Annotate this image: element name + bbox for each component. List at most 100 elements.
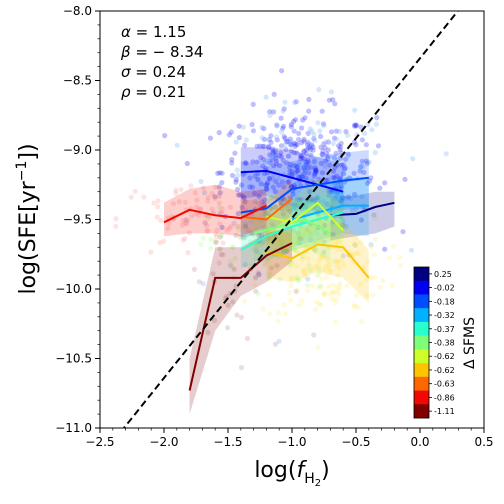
scatter-point [274,137,280,143]
scatter-point [321,291,327,298]
colorbar: 0.25 -0.02 -0.18 -0.32 -0.37 -0.38 -0.62 -0.62 -… [413,266,455,419]
scatter-point [283,139,290,145]
scatter-point [185,217,191,224]
scatter-point [335,143,342,149]
scatter-point [320,198,326,204]
scatter-point [293,141,299,147]
scatter-point [252,190,258,196]
scatter-point [260,143,266,149]
scatter-point [297,200,303,206]
scatter-point [273,161,279,167]
y-axis: −11.0 −10.5 −10.0 −9.5 −9.0 −8.5 −8.0 [55,4,100,435]
series-band [266,219,369,303]
scatter-point [339,222,346,228]
scatter-point [300,267,306,273]
scatter-point [285,260,291,266]
scatter-point [208,246,214,252]
x-tick-label: 0.0 [410,435,429,449]
scatter-point [323,255,329,261]
scatter-point [368,242,374,248]
scatter-point [248,218,254,225]
scatter-point [272,233,278,239]
scatter-point [229,244,235,250]
scatter-point [230,244,237,250]
scatter-point [258,154,264,160]
scatter-point [366,159,372,165]
scatter-point [292,100,298,106]
x-tick-label: 0.5 [474,435,493,449]
scatter-point [257,189,263,195]
scatter-point [205,228,211,234]
scatter-point [276,175,282,181]
scatter-point [327,162,333,168]
scatter-point [202,190,208,196]
scatter-point [353,206,359,212]
scatter-point [307,142,313,148]
scatter-point [238,365,245,371]
colorbar-bin [414,363,429,378]
scatter-point [306,236,313,242]
scatter-point [278,154,284,160]
scatter-point [328,89,334,95]
x-tick-label: −1.5 [213,435,242,449]
scatter-point [318,133,324,140]
series-band [330,191,395,241]
scatter-point [307,267,313,274]
scatter-point [368,244,374,250]
scatter-point [302,115,308,121]
scatter-point [321,239,327,245]
scatter-point [293,248,299,254]
scatter-point [191,266,197,272]
scatter-point [288,283,294,289]
scatter-point [238,314,244,320]
scatter-point [253,248,260,254]
scatter-point [302,271,308,277]
scatter-point [161,238,167,244]
scatter-point [325,139,331,145]
annotation-text: ρ = 0.21 [121,83,186,101]
scatter-point [311,197,317,203]
scatter-point [318,160,324,166]
scatter-point [235,192,242,198]
scatter-point [288,143,294,149]
scatter-point [358,217,364,223]
scatter-point [299,298,305,304]
scatter-point [232,255,238,261]
scatter-point [337,175,344,181]
scatter-point [252,173,258,179]
scatter-point [264,186,270,192]
scatter-point [316,258,322,264]
scatter-point [205,198,211,204]
scatter-point [264,257,270,263]
scatter-point [256,159,262,165]
scatter-point [372,215,378,221]
scatter-point [240,193,246,199]
scatter-point [336,128,343,135]
scatter-point [204,222,210,229]
scatter-point [235,186,241,192]
scatter-point [179,222,186,228]
scatter-point [226,132,232,138]
scatter-point [244,233,250,239]
scatter-point [259,135,265,141]
scatter-point [264,180,271,186]
scatter-point [244,335,250,342]
scatter-point [262,182,268,188]
scatter-point [315,195,321,201]
scatter-point [278,115,284,121]
scatter-point [286,179,292,185]
scatter-point [290,191,296,197]
scatter-point [288,124,294,130]
scatter-point [296,277,302,284]
scatter-point [279,239,285,245]
scatter-point [313,263,319,269]
scatter-point [335,238,341,244]
scatter-point [217,246,223,252]
scatter-point [214,233,220,239]
scatter-point [231,220,237,226]
scatter-point [319,276,325,282]
scatter-point [332,300,338,306]
scatter-point [334,136,340,142]
scatter-point [290,228,296,234]
scatter-point [216,130,222,136]
